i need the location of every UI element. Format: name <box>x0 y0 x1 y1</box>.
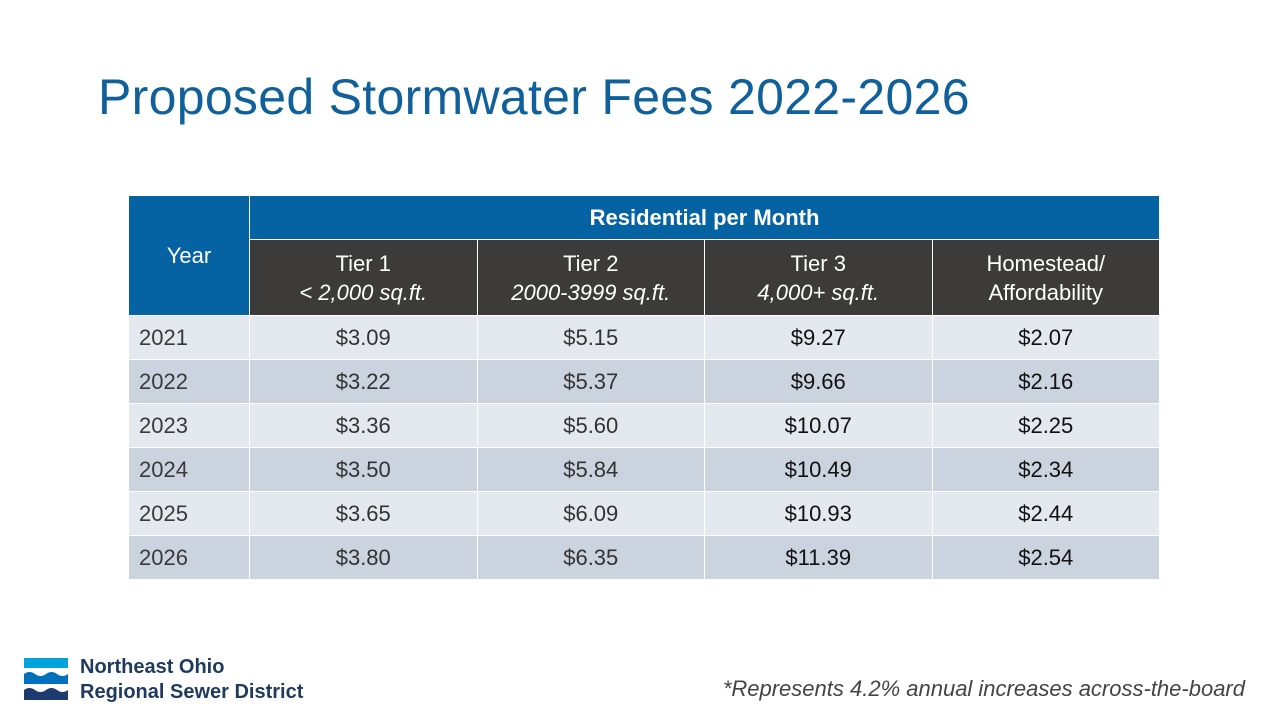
tier1-cell: $3.65 <box>249 491 478 536</box>
homestead-cell: $2.44 <box>931 491 1160 536</box>
homestead-cell: $2.16 <box>931 359 1160 404</box>
footnote: *Represents 4.2% annual increases across… <box>722 676 1245 701</box>
tier1-column-header: Tier 1 < 2,000 sq.ft. <box>249 239 478 316</box>
residential-group-header: Residential per Month <box>249 195 1160 240</box>
tier2-cell: $5.37 <box>476 359 705 404</box>
tier2-cell: $5.84 <box>476 447 705 492</box>
tier3-name: Tier 3 <box>790 250 846 276</box>
tier3-cell: $11.39 <box>704 535 933 580</box>
organization-name: Northeast Ohio Regional Sewer District <box>80 655 303 705</box>
tier2-cell: $5.60 <box>476 403 705 448</box>
fees-table: Year Residential per Month Tier 1 < 2,00… <box>128 195 1160 580</box>
year-cell: 2024 <box>128 447 250 492</box>
tier2-column-header: Tier 2 2000-3999 sq.ft. <box>476 239 705 316</box>
tier1-cell: $3.50 <box>249 447 478 492</box>
table-row: 2025 $3.65 $6.09 $10.93 $2.44 <box>128 491 1160 536</box>
homestead-column-header: Homestead/ Affordability <box>931 239 1160 316</box>
tier2-name: Tier 2 <box>563 250 619 276</box>
homestead-cell: $2.34 <box>931 447 1160 492</box>
tier2-cell: $6.35 <box>476 535 705 580</box>
tier3-cell: $9.27 <box>704 315 933 360</box>
tier2-cell: $5.15 <box>476 315 705 360</box>
tier3-cell: $9.66 <box>704 359 933 404</box>
table-row: 2022 $3.22 $5.37 $9.66 $2.16 <box>128 359 1160 404</box>
year-cell: 2022 <box>128 359 250 404</box>
tier3-sub: 4,000+ sq.ft. <box>757 279 880 305</box>
tier1-cell: $3.36 <box>249 403 478 448</box>
wave-logo-icon <box>24 658 68 700</box>
tier3-column-header: Tier 3 4,000+ sq.ft. <box>704 239 933 316</box>
table-row: 2026 $3.80 $6.35 $11.39 $2.54 <box>128 535 1160 580</box>
homestead-sub: Affordability <box>988 279 1104 305</box>
tier1-cell: $3.09 <box>249 315 478 360</box>
year-cell: 2023 <box>128 403 250 448</box>
tier3-cell: $10.93 <box>704 491 933 536</box>
homestead-cell: $2.25 <box>931 403 1160 448</box>
tier3-cell: $10.07 <box>704 403 933 448</box>
table-row: 2021 $3.09 $5.15 $9.27 $2.07 <box>128 315 1160 360</box>
table-row: 2023 $3.36 $5.60 $10.07 $2.25 <box>128 403 1160 448</box>
tier1-cell: $3.22 <box>249 359 478 404</box>
homestead-cell: $2.54 <box>931 535 1160 580</box>
table-row: 2024 $3.50 $5.84 $10.49 $2.34 <box>128 447 1160 492</box>
tier1-cell: $3.80 <box>249 535 478 580</box>
tier2-cell: $6.09 <box>476 491 705 536</box>
tier1-sub: < 2,000 sq.ft. <box>299 279 428 305</box>
year-cell: 2021 <box>128 315 250 360</box>
page-title: Proposed Stormwater Fees 2022-2026 <box>98 69 970 125</box>
tier3-cell: $10.49 <box>704 447 933 492</box>
year-cell: 2025 <box>128 491 250 536</box>
year-cell: 2026 <box>128 535 250 580</box>
homestead-cell: $2.07 <box>931 315 1160 360</box>
org-line1: Northeast Ohio <box>80 656 225 678</box>
homestead-name: Homestead/ <box>986 250 1106 276</box>
year-column-header: Year <box>128 195 250 316</box>
tier1-name: Tier 1 <box>335 250 391 276</box>
org-line2: Regional Sewer District <box>80 681 304 703</box>
tier2-sub: 2000-3999 sq.ft. <box>511 279 671 305</box>
